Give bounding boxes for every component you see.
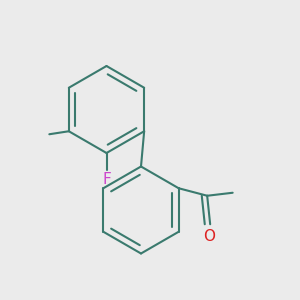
Text: F: F xyxy=(102,172,111,187)
Text: O: O xyxy=(203,229,215,244)
